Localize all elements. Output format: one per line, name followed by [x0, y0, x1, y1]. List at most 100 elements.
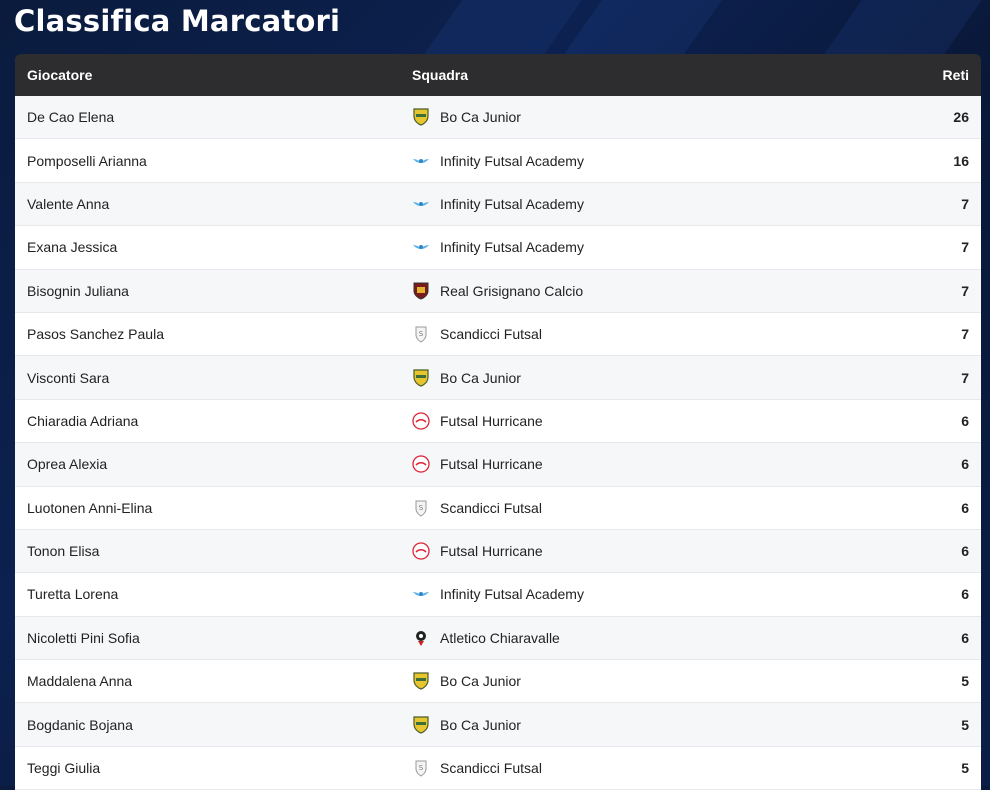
- goals-count: 6: [961, 456, 969, 473]
- player-name[interactable]: Exana Jessica: [27, 239, 118, 256]
- team-cell[interactable]: Futsal Hurricane: [412, 412, 861, 430]
- player-name[interactable]: Tonon Elisa: [27, 543, 100, 560]
- team-name: Infinity Futsal Academy: [440, 586, 584, 603]
- header-goals[interactable]: Reti: [942, 67, 969, 83]
- table-row[interactable]: Bogdanic Bojana Bo Ca Junior 5: [15, 703, 981, 747]
- table-row[interactable]: Visconti Sara Bo Ca Junior 7: [15, 356, 981, 400]
- team-name: Bo Ca Junior: [440, 369, 521, 386]
- player-name[interactable]: Oprea Alexia: [27, 456, 108, 473]
- team-name: Infinity Futsal Academy: [440, 239, 584, 256]
- svg-text:S: S: [419, 764, 424, 772]
- svg-text:S: S: [419, 330, 424, 338]
- player-name[interactable]: Chiaradia Adriana: [27, 412, 139, 429]
- goals-count: 7: [961, 282, 969, 299]
- team-name: Infinity Futsal Academy: [440, 195, 584, 212]
- hurricane-circle-icon: [412, 542, 430, 560]
- hurricane-circle-icon: [412, 455, 430, 473]
- player-name[interactable]: Pomposelli Arianna: [27, 152, 147, 169]
- player-name[interactable]: Pasos Sanchez Paula: [27, 326, 164, 343]
- team-cell[interactable]: Atletico Chiaravalle: [412, 629, 861, 647]
- team-name: Bo Ca Junior: [440, 673, 521, 690]
- table-body: De Cao Elena Bo Ca Junior 26 Pomposelli Ari…: [15, 96, 981, 790]
- table-row[interactable]: Pasos Sanchez Paula S Scandicci Futsal 7: [15, 312, 981, 357]
- team-name: Scandicci Futsal: [440, 499, 542, 516]
- goals-count: 7: [961, 369, 969, 386]
- page-title: Classifica Marcatori: [14, 4, 341, 38]
- goals-count: 6: [961, 499, 969, 516]
- goals-count: 6: [961, 543, 969, 560]
- player-name[interactable]: Bogdanic Bojana: [27, 716, 133, 733]
- team-cell[interactable]: S Scandicci Futsal: [412, 325, 861, 343]
- table-row[interactable]: Teggi Giulia S Scandicci Futsal 5: [15, 746, 981, 790]
- team-cell[interactable]: S Scandicci Futsal: [412, 499, 861, 517]
- scorers-table: Giocatore Squadra Reti De Cao Elena Bo Ca…: [15, 54, 981, 790]
- table-header: Giocatore Squadra Reti: [15, 54, 981, 96]
- team-cell[interactable]: Futsal Hurricane: [412, 455, 861, 473]
- team-cell[interactable]: Bo Ca Junior: [412, 108, 861, 126]
- scandicci-crest-icon: S: [412, 499, 430, 517]
- player-name[interactable]: Bisognin Juliana: [27, 282, 129, 299]
- team-name: Bo Ca Junior: [440, 716, 521, 733]
- player-name[interactable]: Nicoletti Pini Sofia: [27, 629, 140, 646]
- team-name: Futsal Hurricane: [440, 456, 543, 473]
- player-name[interactable]: Valente Anna: [27, 195, 110, 212]
- team-name: Scandicci Futsal: [440, 326, 542, 343]
- scandicci-crest-icon: S: [412, 325, 430, 343]
- hurricane-circle-icon: [412, 412, 430, 430]
- goals-count: 6: [961, 412, 969, 429]
- team-name: Atletico Chiaravalle: [440, 629, 560, 646]
- goals-count: 26: [953, 109, 969, 126]
- team-name: Scandicci Futsal: [440, 760, 542, 777]
- table-row[interactable]: Tonon Elisa Futsal Hurricane 6: [15, 529, 981, 574]
- team-cell[interactable]: Infinity Futsal Academy: [412, 238, 861, 256]
- team-cell[interactable]: Futsal Hurricane: [412, 542, 861, 560]
- team-cell[interactable]: Infinity Futsal Academy: [412, 585, 861, 603]
- svg-text:S: S: [419, 504, 424, 512]
- chiaravalle-crest-icon: [412, 629, 430, 647]
- team-cell[interactable]: Infinity Futsal Academy: [412, 195, 861, 213]
- goals-count: 5: [961, 673, 969, 690]
- team-name: Infinity Futsal Academy: [440, 152, 584, 169]
- goals-count: 7: [961, 195, 969, 212]
- team-cell[interactable]: Real Grisignano Calcio: [412, 282, 861, 300]
- table-row[interactable]: Nicoletti Pini Sofia Atletico Chiaravalle…: [15, 616, 981, 661]
- table-row[interactable]: Valente Anna Infinity Futsal Academy 7: [15, 182, 981, 227]
- team-cell[interactable]: Bo Ca Junior: [412, 672, 861, 690]
- team-cell[interactable]: S Scandicci Futsal: [412, 759, 861, 777]
- infinity-wings-icon: [412, 195, 430, 213]
- team-cell[interactable]: Bo Ca Junior: [412, 716, 861, 734]
- table-row[interactable]: Oprea Alexia Futsal Hurricane 6: [15, 443, 981, 487]
- goals-count: 5: [961, 760, 969, 777]
- player-name[interactable]: Visconti Sara: [27, 369, 110, 386]
- player-name[interactable]: Maddalena Anna: [27, 673, 133, 690]
- goals-count: 16: [953, 152, 969, 169]
- header-team[interactable]: Squadra: [412, 67, 469, 83]
- infinity-wings-icon: [412, 238, 430, 256]
- team-name: Futsal Hurricane: [440, 412, 543, 429]
- table-row[interactable]: Chiaradia Adriana Futsal Hurricane 6: [15, 399, 981, 444]
- player-name[interactable]: De Cao Elena: [27, 109, 115, 126]
- scandicci-crest-icon: S: [412, 759, 430, 777]
- goals-count: 7: [961, 326, 969, 343]
- boca-shield-icon: [412, 672, 430, 690]
- table-row[interactable]: Luotonen Anni-Elina S Scandicci Futsal 6: [15, 486, 981, 530]
- team-cell[interactable]: Bo Ca Junior: [412, 368, 861, 387]
- boca-shield-icon: [412, 716, 430, 734]
- table-row[interactable]: Turetta Lorena Infinity Futsal Academy 6: [15, 573, 981, 617]
- goals-count: 6: [961, 586, 969, 603]
- goals-count: 7: [961, 239, 969, 256]
- boca-shield-icon: [412, 108, 430, 126]
- team-cell[interactable]: Infinity Futsal Academy: [412, 152, 861, 170]
- player-name[interactable]: Luotonen Anni-Elina: [27, 499, 153, 516]
- table-row[interactable]: Pomposelli Arianna Infinity Futsal Academ…: [15, 139, 981, 183]
- player-name[interactable]: Teggi Giulia: [27, 760, 101, 777]
- team-name: Real Grisignano Calcio: [440, 282, 584, 299]
- player-name[interactable]: Turetta Lorena: [27, 586, 119, 603]
- table-row[interactable]: Bisognin Juliana Real Grisignano Calcio 7: [15, 269, 981, 313]
- table-row[interactable]: De Cao Elena Bo Ca Junior 26: [15, 96, 981, 140]
- infinity-wings-icon: [412, 585, 430, 603]
- header-player[interactable]: Giocatore: [27, 67, 93, 83]
- table-row[interactable]: Maddalena Anna Bo Ca Junior 5: [15, 660, 981, 704]
- goals-count: 6: [961, 629, 969, 646]
- table-row[interactable]: Exana Jessica Infinity Futsal Academy 7: [15, 226, 981, 270]
